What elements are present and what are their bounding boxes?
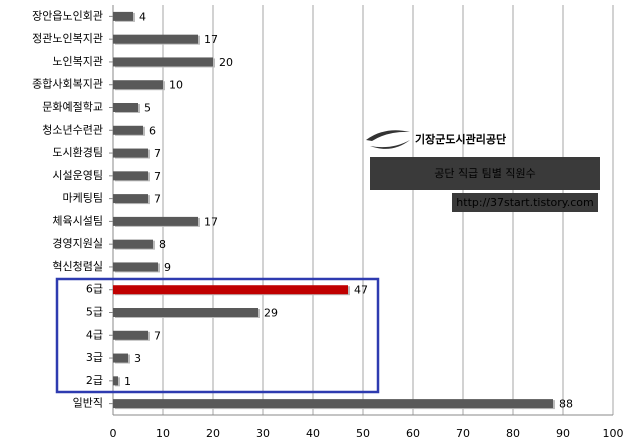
bar <box>113 330 148 340</box>
y-tick-label: 시설운영팀 <box>52 169 103 182</box>
y-tick-label: 도시환경팀 <box>52 146 103 159</box>
bar <box>113 103 138 112</box>
value-label: 17 <box>204 215 218 228</box>
value-label: 5 <box>144 102 151 115</box>
y-tick-label: 마케팅팀 <box>63 192 103 205</box>
url: http://37start.tistory.com <box>456 196 593 209</box>
value-label: 9 <box>164 261 171 274</box>
highlight-box <box>55 277 380 394</box>
y-tick-label: 청소년수련관 <box>42 123 103 136</box>
x-tick-label: 0 <box>110 427 117 440</box>
y-tick-label: 체육시설팀 <box>52 214 103 227</box>
y-tick-label: 장안읍노인회관 <box>32 9 103 22</box>
bar <box>113 148 148 158</box>
y-tick-label: 2급 <box>86 374 103 387</box>
y-tick-label: 노인복지관 <box>52 55 103 68</box>
x-tick-label: 90 <box>556 427 570 440</box>
bar <box>113 239 153 249</box>
x-tick-label: 80 <box>506 427 520 440</box>
bar <box>113 34 198 44</box>
value-label: 1 <box>124 375 131 388</box>
bar <box>113 216 198 226</box>
x-tick-label: 40 <box>306 427 320 440</box>
bar <box>113 11 133 21</box>
y-tick-label: 6급 <box>86 283 103 296</box>
bar <box>113 194 148 204</box>
y-tick-label: 종합사회복지관 <box>32 78 103 91</box>
y-tick-label: 혁신청렴실 <box>52 260 103 273</box>
value-label: 8 <box>159 238 166 251</box>
bar <box>113 57 213 67</box>
value-label: 88 <box>559 398 573 411</box>
value-label: 7 <box>154 147 161 160</box>
bar <box>113 285 348 295</box>
y-tick-label: 정관노인복지관 <box>32 32 103 45</box>
y-tick-label: 문화예절학교 <box>42 101 103 114</box>
bar <box>113 308 258 317</box>
value-label: 7 <box>154 170 161 183</box>
x-tick-label: 30 <box>256 427 270 440</box>
bar <box>113 353 128 363</box>
y-tick-label: 5급 <box>86 306 103 319</box>
logo-text: 기장군도시관리공단 <box>415 132 506 146</box>
value-label: 7 <box>154 329 161 342</box>
title-box <box>370 157 600 190</box>
logo-icon <box>366 130 410 149</box>
y-tick-label: 4급 <box>86 328 103 341</box>
y-tick-label: 3급 <box>86 351 103 364</box>
value-label: 47 <box>354 284 368 297</box>
value-label: 3 <box>134 352 141 365</box>
value-label: 7 <box>154 193 161 206</box>
bar <box>113 399 553 409</box>
bar <box>113 262 158 272</box>
bar <box>113 376 118 386</box>
x-tick-label: 60 <box>406 427 420 440</box>
value-label: 10 <box>169 79 183 92</box>
y-tick-label: 경영지원실 <box>52 237 103 250</box>
bar <box>113 171 148 181</box>
url-box <box>452 193 598 212</box>
x-tick-label: 70 <box>456 427 470 440</box>
title: 공단 직급 팀별 직원수 <box>434 167 536 180</box>
bar <box>113 80 163 90</box>
value-label: 4 <box>139 10 146 23</box>
x-tick-label: 20 <box>206 427 220 440</box>
value-label: 20 <box>219 56 233 69</box>
x-tick-label: 100 <box>603 427 624 440</box>
value-label: 17 <box>204 33 218 46</box>
bar <box>113 125 143 135</box>
x-tick-label: 50 <box>356 427 370 440</box>
value-label: 6 <box>149 124 156 137</box>
y-tick-label: 일반직 <box>73 396 103 410</box>
x-tick-label: 10 <box>156 427 170 440</box>
value-label: 29 <box>264 307 278 320</box>
